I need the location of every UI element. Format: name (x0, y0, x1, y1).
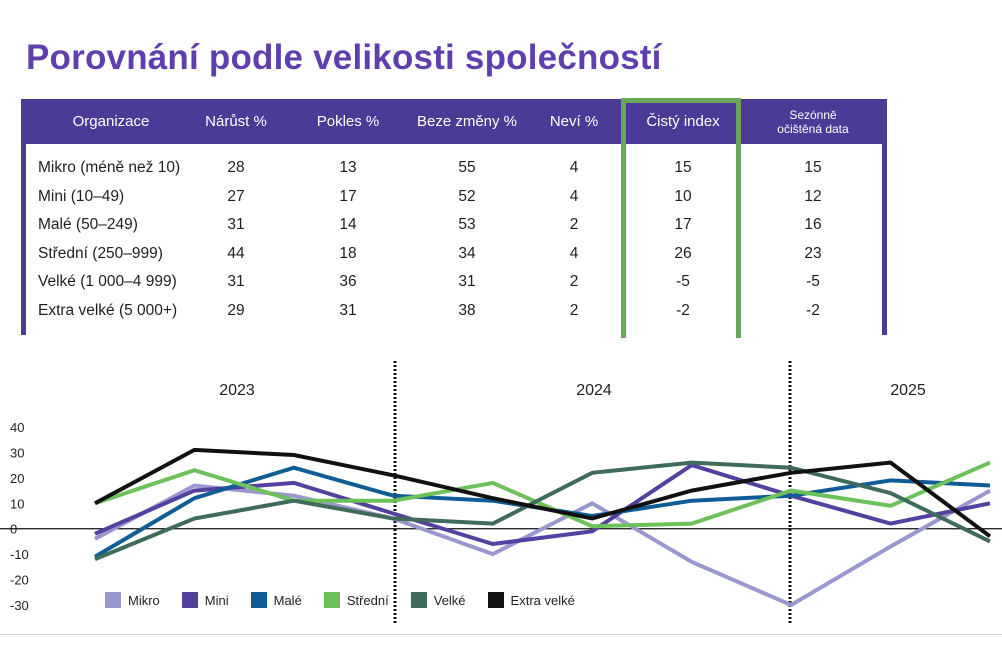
cell-name: Malé (50–249) (38, 216, 138, 234)
y-tick-label: 20 (10, 471, 24, 486)
header-pokles: Pokles % (316, 112, 380, 130)
cell-pokles: 36 (339, 273, 357, 291)
legend-label: Extra velké (510, 592, 575, 608)
header-sezonne-line1: Sezónně (789, 107, 837, 122)
table-row: Extra velké (5 000+) 29 31 38 2 -2 -2 (26, 297, 882, 325)
legend-item: Extra velké (487, 592, 575, 608)
cell-nevi: 2 (569, 273, 579, 291)
legend-label: Malé (273, 592, 302, 608)
cell-beze: 52 (458, 187, 476, 205)
cell-narust: 28 (227, 159, 245, 176)
cell-cisty: 26 (674, 244, 692, 262)
year-label: 2025 (890, 382, 926, 399)
header-narust: Nárůst % (205, 112, 267, 130)
cell-beze: 34 (458, 244, 476, 262)
year-label: 2024 (576, 382, 612, 399)
bottom-divider (0, 634, 1002, 635)
cell-pokles: 17 (339, 187, 357, 205)
legend-swatch (250, 592, 267, 608)
chart-legend: Mikro Mini Malé Střední Velké Extra velké (105, 590, 597, 610)
header-organizace: Organizace (72, 112, 150, 130)
cell-cisty: 17 (674, 216, 692, 234)
cell-cisty: -5 (676, 273, 690, 291)
cell-name: Mini (10–49) (38, 187, 125, 205)
cell-nevi: 4 (569, 244, 579, 262)
cell-narust: 31 (227, 273, 245, 291)
table-row: Mikro (méně než 10) 28 13 55 4 15 15 (26, 154, 882, 182)
legend-item: Mikro (105, 592, 160, 608)
legend-item: Mini (181, 592, 229, 608)
legend-swatch (105, 592, 121, 608)
y-tick-label: 10 (10, 496, 24, 511)
cell-name: Velké (1 000–4 999) (38, 273, 177, 291)
cell-sezonne: -2 (806, 302, 820, 319)
cell-cisty: 10 (674, 187, 692, 205)
cell-narust: 44 (227, 244, 245, 262)
legend-swatch (410, 592, 427, 608)
legend-label: Velké (433, 592, 466, 608)
page-title: Porovnání podle velikosti společností (26, 38, 662, 77)
cell-pokles: 18 (339, 244, 357, 262)
cell-cisty: -2 (676, 302, 690, 319)
cell-pokles: 14 (339, 216, 357, 234)
cell-narust: 29 (227, 302, 245, 319)
cell-name: Střední (250–999) (38, 244, 163, 262)
header-nevi: Neví % (549, 112, 599, 130)
cell-beze: 55 (458, 159, 476, 176)
legend-swatch (181, 592, 198, 608)
year-label: 2023 (219, 382, 255, 399)
cell-narust: 31 (227, 216, 245, 234)
table-row: Malé (50–249) 31 14 53 2 17 16 (26, 211, 882, 239)
cell-name: Mikro (méně než 10) (38, 159, 181, 176)
y-tick-label: -30 (10, 598, 29, 613)
y-tick-label: 30 (10, 445, 24, 460)
cell-pokles: 31 (339, 302, 357, 319)
cell-sezonne: -5 (806, 273, 820, 291)
table-row: Střední (250–999) 44 18 34 4 26 23 (26, 240, 882, 268)
series-line-Extra velké (94, 447, 992, 538)
cell-cisty: 15 (674, 159, 692, 176)
cell-sezonne: 12 (804, 187, 822, 205)
y-tick-label: 40 (10, 420, 24, 435)
cell-name: Extra velké (5 000+) (38, 302, 178, 319)
cell-narust: 27 (227, 187, 245, 205)
cell-sezonne: 23 (804, 244, 822, 262)
table-header: Organizace Nárůst % Pokles % Beze změny … (26, 99, 882, 144)
header-sezonne-line2: očištěná data (777, 121, 849, 136)
table-row: Mini (10–49) 27 17 52 4 10 12 (26, 183, 882, 211)
cell-sezonne: 16 (804, 216, 822, 234)
y-tick-label: -10 (10, 547, 29, 562)
cell-nevi: 4 (569, 159, 579, 176)
series-line-Velké (94, 460, 991, 562)
y-tick-label: -20 (10, 573, 29, 588)
legend-label: Mikro (128, 592, 160, 608)
cell-pokles: 13 (339, 159, 357, 176)
cell-sezonne: 15 (804, 159, 822, 176)
cell-nevi: 4 (569, 187, 579, 205)
legend-swatch (487, 592, 504, 608)
cell-nevi: 2 (569, 302, 579, 319)
legend-item: Střední (323, 592, 389, 608)
legend-item: Malé (250, 592, 302, 608)
cell-beze: 53 (458, 216, 476, 234)
series-line-Mikro (94, 483, 991, 608)
cell-beze: 31 (458, 273, 476, 291)
legend-label: Mini (204, 592, 229, 608)
series-line-Střední (94, 460, 991, 529)
cell-beze: 38 (458, 302, 476, 319)
size-comparison-table: Organizace Nárůst % Pokles % Beze změny … (21, 99, 887, 335)
header-beze-zmeny: Beze změny % (416, 112, 518, 130)
table-row: Velké (1 000–4 999) 31 36 31 2 -5 -5 (26, 268, 882, 296)
header-cisty-index: Čistý index (646, 112, 720, 130)
cell-nevi: 2 (569, 216, 579, 234)
header-sezonne: Sezónně očištěná data (758, 99, 868, 144)
legend-label: Střední (346, 592, 389, 608)
legend-item: Velké (410, 592, 466, 608)
legend-swatch (323, 592, 340, 608)
